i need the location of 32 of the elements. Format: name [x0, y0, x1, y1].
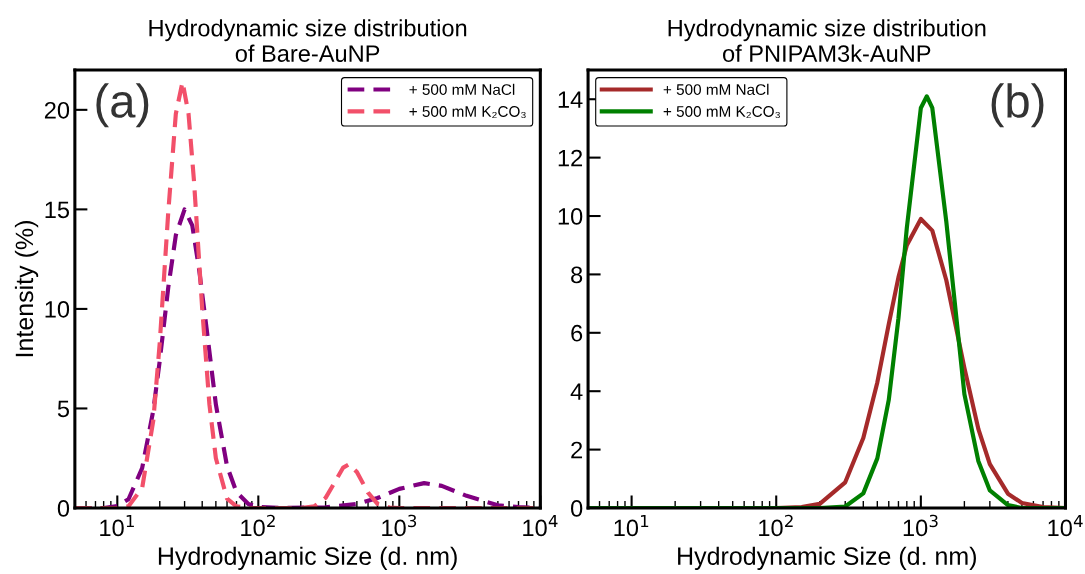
y-tick-label: 12 [558, 149, 583, 167]
x-tick-label: 10$^{3}$ [903, 514, 938, 537]
x-tick-label: 10$^{3}$ [382, 514, 417, 537]
x-axis-title: Hydrodynamic Size (d. nm) [678, 546, 976, 570]
legend-label: + 500 mM NaCl [409, 83, 515, 95]
y-tick-label: 5 [57, 400, 70, 418]
y-tick-label: 10 [558, 208, 583, 225]
x-tick-label: 10$^{1}$ [614, 514, 649, 537]
legend-label: + 500 mM NaCl [663, 83, 769, 95]
x-tick-label: 10$^{4}$ [523, 514, 558, 537]
x-tick-label: 10$^{1}$ [100, 514, 134, 537]
x-axis-title: Hydrodynamic Size (d. nm) [158, 546, 457, 570]
y-tick-label: 2 [571, 441, 583, 459]
y-tick-label: 0 [571, 500, 583, 517]
chart-title: Hydrodynamic size distribution of PNIPAM3k-AuNP [668, 19, 986, 62]
y-tick-label: 20 [44, 101, 70, 119]
y-tick-label: 0 [57, 500, 70, 517]
x-tick-label: 10$^{2}$ [241, 514, 275, 537]
x-tick-label: 10$^{4}$ [1048, 514, 1083, 537]
chart-title: Hydrodynamic size distribution of Bare-AuNP [149, 19, 467, 62]
y-tick-label: 15 [45, 201, 70, 219]
y-tick-label: 8 [571, 266, 583, 284]
x-tick-label: 10$^{2}$ [759, 514, 793, 537]
legend-label: + 500 mM K₂CO₃ [409, 106, 526, 119]
y-tick-label: 4 [570, 383, 583, 400]
y-tick-label: 10 [45, 300, 70, 318]
annotation: (a) [96, 83, 149, 128]
annotation: (b) [991, 83, 1044, 128]
y-tick-label: 6 [571, 324, 583, 342]
y-tick-label: 14 [558, 91, 583, 108]
legend-label: + 500 mM K₂CO₃ [663, 106, 780, 119]
y-axis-title: Intensity (%) [14, 221, 39, 357]
